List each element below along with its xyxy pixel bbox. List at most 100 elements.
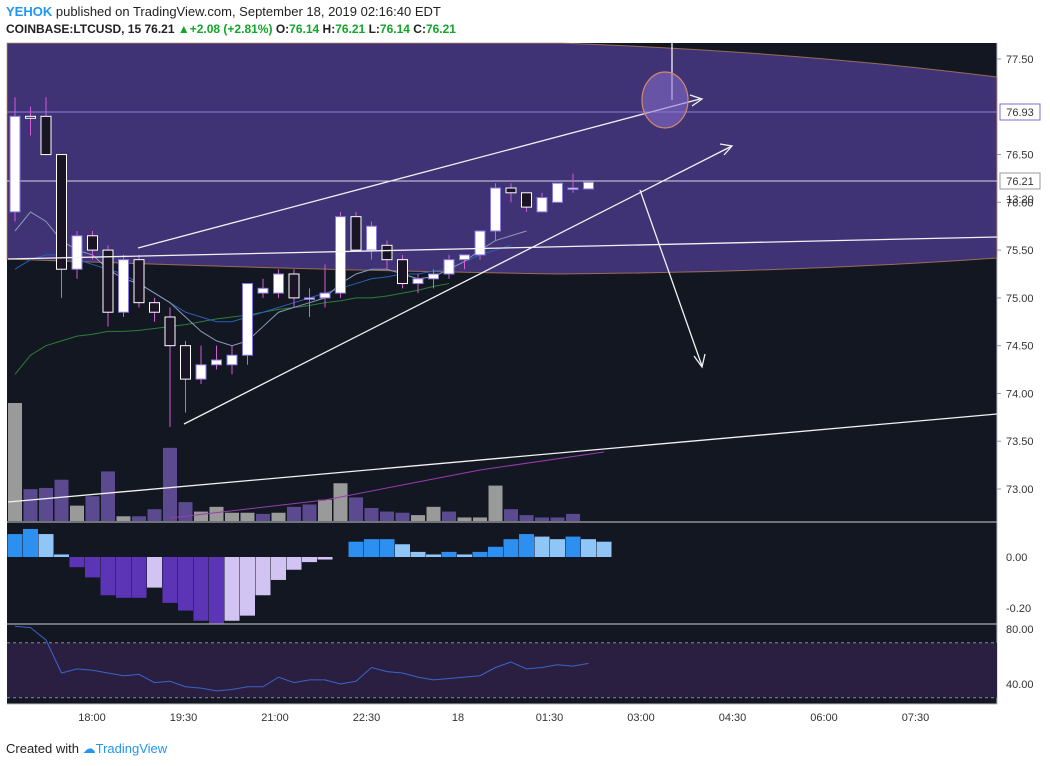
macd-bar [131,557,147,598]
volume-bar [178,502,193,521]
candle-body [443,259,455,275]
time-tick-label: 18:00 [78,712,106,724]
macd-tick-label: -0.20 [1006,603,1031,615]
open-value: 76.14 [289,22,320,36]
author-name[interactable]: YEHOK [6,4,53,19]
macd-bar [85,557,100,578]
volume-bar [519,515,534,521]
high-label: H: [322,22,336,36]
volume-bar [271,512,286,521]
arrow-head-icon [719,143,734,156]
candle-body [304,297,315,300]
volume-bar [23,489,38,521]
macd-bar [379,539,395,557]
created-with-text: Created with [6,741,79,756]
macd-bar [550,539,565,557]
level-price-tag [999,103,1041,121]
volume-bar [442,511,456,521]
tradingview-logo-icon[interactable]: ☁ [82,741,96,756]
rsi-tick-label: 40.00 [1006,679,1034,691]
bar-countdown: 13:20 [1006,194,1034,206]
tradingview-brand[interactable]: TradingView [95,741,168,756]
macd-bar [286,557,302,570]
macd-bar [178,557,193,611]
macd-bar [364,539,379,557]
candle-body [226,354,238,366]
candle-body [319,292,331,299]
support-line[interactable] [7,236,998,260]
arrow-head-icon [689,94,704,107]
macd-bar [255,557,271,596]
volume-bar [163,447,177,521]
candle-body [180,345,191,380]
candle-body [505,187,517,194]
macd-bar [441,551,457,557]
price-scale[interactable] [997,43,1045,704]
symbol-label[interactable]: COINBASE:LTCUSD, 15 [6,22,142,36]
volume-bar [54,479,69,521]
time-tick-label: 03:00 [627,712,655,724]
volume-bar [566,513,580,521]
candle-body [552,182,563,203]
low-value: 76.14 [379,22,410,36]
macd-histogram [7,528,612,624]
macd-tick-label: 0.00 [1006,552,1027,564]
level-price-label: 76.93 [1006,107,1034,119]
candle-body [536,197,548,213]
candle-body [9,115,21,213]
candle-body [583,181,594,190]
volume-bar [302,504,317,521]
macd-bar [69,557,85,568]
candle-body [350,216,362,251]
time-tick-label: 18 [452,712,464,724]
time-scale[interactable] [7,704,1045,732]
candle-body [87,235,98,251]
time-tick-label: 07:30 [902,712,930,724]
volume-bar [488,485,503,521]
time-axis-ticks: 18:00 19:30 21:00 22:30 18 01:30 03:00 04:30 06:… [78,712,929,724]
macd-bar [410,551,426,557]
volume-bar [209,506,224,521]
macd-bar [581,539,596,557]
candle-body [164,316,176,347]
candle-body [102,249,114,313]
projection-arrow[interactable] [639,189,703,367]
macd-bar [54,554,69,557]
drawings[interactable] [7,43,998,503]
candle-body [71,235,83,270]
macd-bar [302,557,317,563]
volume-bar [225,512,239,521]
volume-bar [85,496,100,521]
last-price-label: 76.21 [1006,176,1034,188]
candle-body [428,273,439,280]
highlight-circle[interactable] [641,71,689,129]
volume-bar [256,513,270,521]
macd-bar [395,544,410,557]
macd-bar [209,557,224,624]
close-label: C: [413,22,426,36]
long-trendline[interactable] [7,413,998,503]
macd-bar [472,551,488,557]
volume-bar [426,506,441,521]
volume-bar [287,506,301,521]
channel-fill[interactable] [6,42,998,275]
high-value: 76.21 [335,22,366,36]
price-tick-label: 74.50 [1006,341,1034,353]
volume-bar [194,511,208,521]
upper-trendline[interactable] [137,98,701,249]
macd-bar [271,557,286,580]
time-tick-label: 19:30 [170,712,198,724]
macd-bar [224,557,240,621]
volume-bar [473,517,487,521]
rsi-line [14,625,589,692]
candle-body [25,115,36,119]
candlesticks [9,97,594,427]
candle-body [273,273,284,294]
time-tick-label: 04:30 [719,712,747,724]
volume-ma-line [169,451,605,519]
volume-bar [364,508,379,521]
macd-bar [488,546,503,557]
candle-body [397,259,408,285]
macd-bar [7,534,23,557]
